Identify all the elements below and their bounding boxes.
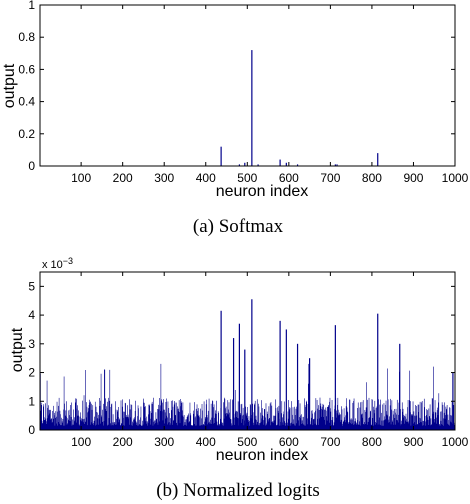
logits-ytick-label: 0 <box>28 423 35 437</box>
logits-xtick-label: 700 <box>320 435 340 449</box>
softmax-ytick-label: 0.4 <box>18 95 35 109</box>
logits-ytick-label: 4 <box>28 308 35 322</box>
softmax-caption: (a) Softmax <box>193 216 284 237</box>
logits-xtick-label: 800 <box>362 435 382 449</box>
softmax-xtick-label: 900 <box>403 171 423 185</box>
softmax-chart: 100 200 300 400 500 600 700 800 900 1000 0 0.2 0.4 0.… <box>1 0 469 237</box>
softmax-ytick-label: 0.8 <box>18 30 35 44</box>
softmax-xlabel: neuron index <box>216 183 309 200</box>
logits-ytick-label: 3 <box>28 337 35 351</box>
logits-caption: (b) Normalized logits <box>156 480 320 501</box>
logits-ytick-label: 1 <box>28 394 35 408</box>
normalized-logits-chart: 100 200 300 400 500 600 700 800 900 1000 0 1 2 3 4 5 x … <box>9 256 469 501</box>
softmax-xtick-label: 1000 <box>442 171 469 185</box>
logits-axes-box <box>39 271 456 431</box>
logits-bars <box>39 299 456 430</box>
logits-xtick-label: 300 <box>154 435 174 449</box>
softmax-xtick-label: 400 <box>196 171 216 185</box>
softmax-xtick-label: 600 <box>279 171 299 185</box>
softmax-axes-box <box>39 4 456 167</box>
softmax-xtick-label: 300 <box>154 171 174 185</box>
logits-ytick-label: 2 <box>28 366 35 380</box>
softmax-bars <box>220 50 379 166</box>
logits-scale-label: x 10−3 <box>42 256 73 271</box>
logits-ytick-label: 5 <box>28 279 35 293</box>
logits-xtick-label: 500 <box>237 435 257 449</box>
logits-xlabel: neuron index <box>216 447 309 464</box>
logits-ylabel: output <box>9 327 26 372</box>
softmax-ytick-label: 0.2 <box>18 127 35 141</box>
softmax-ytick-label: 0 <box>28 159 35 173</box>
softmax-ticks: 100 200 300 400 500 600 700 800 900 1000 0 0.2 0.4 0.… <box>18 0 468 185</box>
softmax-xtick-label: 100 <box>71 171 91 185</box>
logits-ticks: 100 200 300 400 500 600 700 800 900 1000 0 1 2 3 4 5 <box>28 272 469 449</box>
softmax-xtick-label: 500 <box>237 171 257 185</box>
softmax-ytick-label: 0.6 <box>18 62 35 76</box>
softmax-xtick-label: 700 <box>320 171 340 185</box>
softmax-ytick-label: 1 <box>28 0 35 12</box>
softmax-xtick-label: 200 <box>113 171 133 185</box>
logits-xtick-label: 200 <box>113 435 133 449</box>
logits-xtick-label: 100 <box>71 435 91 449</box>
logits-xtick-label: 1000 <box>442 435 469 449</box>
softmax-ylabel: output <box>1 63 18 108</box>
logits-xtick-label: 900 <box>403 435 423 449</box>
softmax-xtick-label: 800 <box>362 171 382 185</box>
logits-xtick-label: 400 <box>196 435 216 449</box>
logits-noise-bars <box>39 363 456 430</box>
logits-xtick-label: 600 <box>279 435 299 449</box>
